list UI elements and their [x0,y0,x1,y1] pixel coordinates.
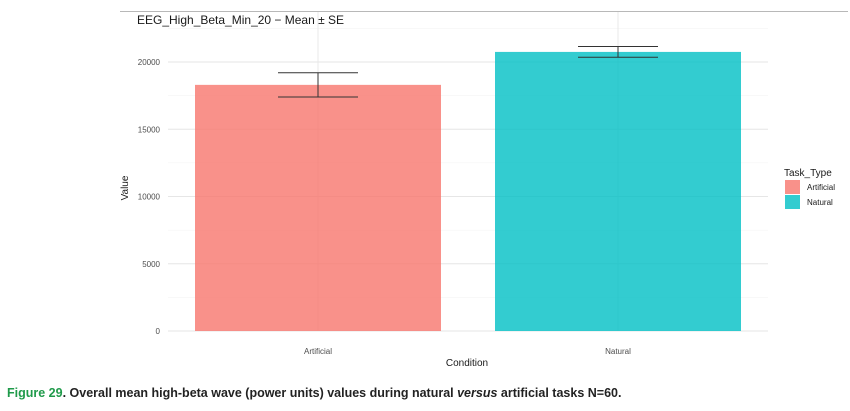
y-axis-ticks: 0 5000 10000 15000 20000 [138,58,161,336]
chart-title: EEG_High_Beta_Min_20 − Mean ± SE [137,13,344,27]
y-tick-label: 0 [156,327,161,336]
bar-natural [495,51,741,331]
caption-text-before: . Overall mean high-beta wave (power uni… [62,386,458,400]
x-tick-label: Artificial [304,347,332,356]
y-tick-label: 20000 [138,58,161,67]
legend-swatch-natural [785,195,800,209]
figure-label: Figure 29 [7,386,63,400]
caption-text-after: artificial tasks N=60. [497,386,622,400]
legend-label-artificial: Artificial [807,183,835,192]
legend-swatch-artificial [785,180,800,194]
top-rule [120,11,848,12]
caption-emphasis: versus [457,386,498,400]
legend: Task_Type Artificial Natural [784,168,835,209]
error-bar-natural [578,46,658,58]
x-axis-title: Condition [446,358,488,369]
x-tick-label: Natural [605,347,631,356]
figure-caption: Figure 29. Overall mean high-beta wave (… [7,386,847,400]
x-axis-ticks: Artificial Natural [304,347,631,356]
y-tick-label: 10000 [138,193,161,202]
y-tick-label: 5000 [142,260,160,269]
bar-chart: 0 5000 10000 15000 20000 Artificial Natural E… [120,12,835,369]
legend-title: Task_Type [784,168,832,179]
y-tick-label: 15000 [138,125,161,134]
legend-label-natural: Natural [807,198,833,207]
bar-artificial [195,84,441,332]
error-bars [278,46,658,98]
error-bar-artificial [278,72,358,98]
bars [195,51,741,332]
y-axis-title: Value [120,175,131,200]
